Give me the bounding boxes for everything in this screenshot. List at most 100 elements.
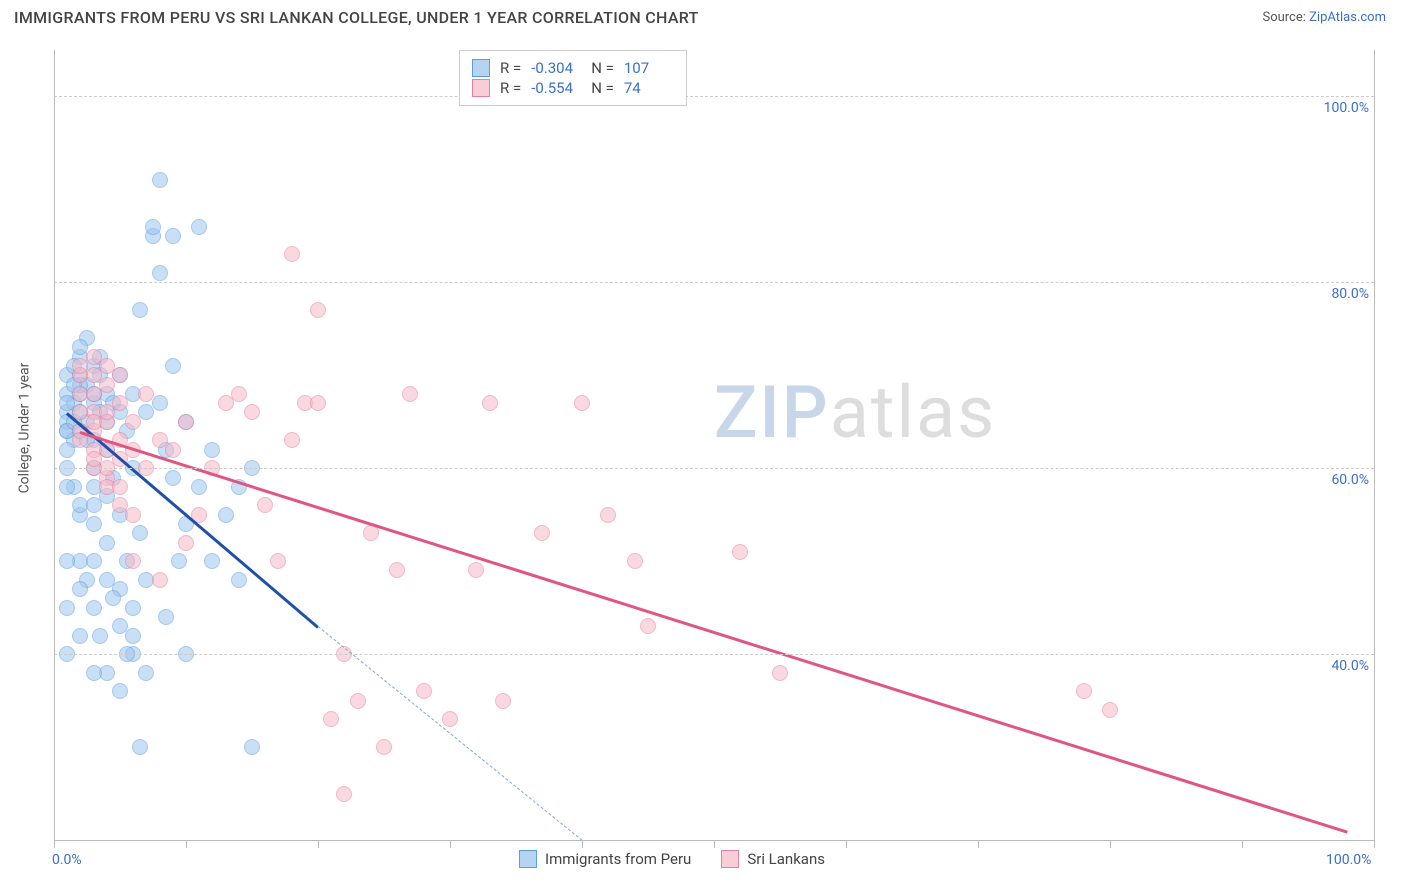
data-point: [574, 395, 590, 411]
data-point: [86, 600, 102, 616]
data-point: [732, 544, 748, 560]
legend: Immigrants from Peru Sri Lankans: [519, 850, 825, 868]
data-point: [112, 683, 128, 699]
data-point: [178, 535, 194, 551]
data-point: [1102, 702, 1118, 718]
x-tick: [54, 840, 55, 848]
data-point: [231, 572, 247, 588]
data-point: [112, 395, 128, 411]
data-point: [284, 246, 300, 262]
data-point: [152, 172, 168, 188]
data-point: [495, 693, 511, 709]
data-point: [178, 414, 194, 430]
data-point: [112, 479, 128, 495]
x-tick-label: 100.0%: [1326, 852, 1371, 868]
data-point: [284, 432, 300, 448]
data-point: [152, 265, 168, 281]
legend-label: Immigrants from Peru: [545, 850, 691, 868]
n-value: 74: [624, 79, 674, 97]
data-point: [59, 479, 75, 495]
data-point: [468, 562, 484, 578]
data-point: [204, 553, 220, 569]
data-point: [92, 628, 108, 644]
gridline: [54, 468, 1374, 469]
data-point: [231, 386, 247, 402]
data-point: [125, 628, 141, 644]
data-point: [165, 358, 181, 374]
data-point: [59, 553, 75, 569]
source-link[interactable]: ZipAtlas.com: [1309, 10, 1386, 25]
gridline: [54, 96, 1374, 97]
data-point: [627, 553, 643, 569]
data-point: [138, 386, 154, 402]
trend-line: [80, 431, 1348, 833]
data-point: [165, 228, 181, 244]
data-point: [59, 600, 75, 616]
x-tick: [978, 840, 979, 848]
data-point: [363, 525, 379, 541]
data-point: [191, 219, 207, 235]
x-tick: [1374, 840, 1375, 848]
data-point: [132, 302, 148, 318]
data-point: [1076, 683, 1092, 699]
legend-label: Sri Lankans: [747, 850, 825, 868]
data-point: [132, 525, 148, 541]
data-point: [640, 618, 656, 634]
series-swatch: [519, 850, 537, 868]
x-tick: [318, 840, 319, 848]
data-point: [125, 553, 141, 569]
data-point: [112, 367, 128, 383]
gridline: [54, 654, 1374, 655]
data-point: [86, 516, 102, 532]
data-point: [244, 404, 260, 420]
data-point: [99, 358, 115, 374]
series-swatch: [721, 850, 739, 868]
data-point: [482, 395, 498, 411]
data-point: [145, 219, 161, 235]
x-tick: [714, 840, 715, 848]
r-value: -0.304: [531, 59, 581, 77]
y-axis-label: College, Under 1 year: [16, 363, 32, 494]
r-value: -0.554: [531, 79, 581, 97]
data-point: [323, 711, 339, 727]
data-point: [244, 739, 260, 755]
data-point: [138, 665, 154, 681]
data-point: [350, 693, 366, 709]
data-point: [152, 395, 168, 411]
data-point: [171, 553, 187, 569]
data-point: [86, 386, 102, 402]
data-point: [86, 665, 102, 681]
data-point: [152, 572, 168, 588]
series-swatch: [472, 59, 490, 77]
chart-title: IMMIGRANTS FROM PERU VS SRI LANKAN COLLE…: [14, 8, 699, 27]
data-point: [310, 302, 326, 318]
data-point: [376, 739, 392, 755]
chart-source: Source: ZipAtlas.com: [1262, 10, 1386, 25]
data-point: [270, 553, 286, 569]
x-tick: [582, 840, 583, 848]
x-tick: [450, 840, 451, 848]
legend-item: Immigrants from Peru: [519, 850, 691, 868]
chart-header: IMMIGRANTS FROM PERU VS SRI LANKAN COLLE…: [0, 0, 1406, 31]
data-point: [165, 470, 181, 486]
data-point: [86, 497, 102, 513]
data-point: [125, 507, 141, 523]
data-point: [86, 553, 102, 569]
data-point: [125, 600, 141, 616]
data-point: [191, 479, 207, 495]
data-point: [534, 525, 550, 541]
data-point: [105, 590, 121, 606]
y-tick-label: 80.0%: [1314, 286, 1369, 302]
data-point: [72, 581, 88, 597]
correlation-scatter-chart: College, Under 1 year ZIPatlas 40.0%60.0…: [14, 40, 1386, 862]
data-point: [600, 507, 616, 523]
series-swatch: [472, 79, 490, 97]
info-row: R =-0.304N =107: [472, 59, 674, 77]
data-point: [99, 404, 115, 420]
data-point: [416, 683, 432, 699]
y-tick-label: 60.0%: [1314, 472, 1369, 488]
data-point: [99, 535, 115, 551]
data-point: [310, 395, 326, 411]
gridline: [54, 282, 1374, 283]
y-tick-label: 100.0%: [1314, 100, 1369, 116]
